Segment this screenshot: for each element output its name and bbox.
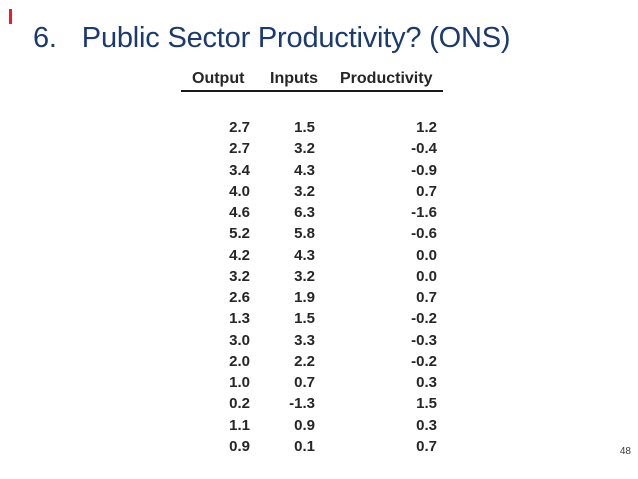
table-cell: 0.9 — [229, 437, 250, 455]
table-row: 2.6 1.9 0.7 — [180, 287, 437, 308]
table-cell: 0.9 — [294, 416, 315, 434]
table-row: 4.2 4.3 0.0 — [180, 245, 437, 266]
table-cell: 0.0 — [416, 246, 437, 264]
column-header-inputs: Inputs — [270, 70, 318, 87]
page-title: 6. Public Sector Productivity? (ONS) — [33, 22, 511, 55]
table-cell: 2.7 — [229, 140, 250, 158]
table-cell: -0.2 — [411, 352, 437, 370]
table-cell: -1.3 — [289, 395, 315, 413]
table-row: 4.0 3.2 0.7 — [180, 181, 437, 202]
table-cell: 2.6 — [229, 289, 250, 306]
table-row: 3.2 3.2 0.0 — [180, 266, 437, 287]
table-cell: 0.1 — [294, 437, 315, 455]
table-cell: 6.3 — [294, 204, 315, 221]
table-cell: 1.0 — [229, 374, 250, 391]
table-cell: 3.2 — [294, 267, 315, 285]
header-underline — [181, 90, 443, 92]
column-header-output: Output — [192, 70, 245, 87]
table-cell: 3.4 — [229, 161, 250, 179]
table-cell: 1.5 — [416, 395, 437, 413]
table-cell: 0.0 — [416, 267, 437, 285]
table-cell: 0.7 — [416, 437, 437, 455]
table-cell: 4.6 — [229, 204, 250, 221]
column-header-productivity: Productivity — [340, 70, 433, 87]
table-cell: 5.8 — [294, 225, 315, 243]
table-row: 5.2 5.8 -0.6 — [180, 223, 437, 244]
table-cell: 0.3 — [416, 374, 437, 391]
table-row: 3.4 4.3 -0.9 — [180, 160, 437, 181]
title-text: Public Sector Productivity? (ONS) — [81, 22, 511, 54]
table-cell: 0.2 — [229, 395, 250, 413]
table-cell: -0.2 — [411, 310, 437, 328]
table-cell: 1.2 — [416, 119, 437, 136]
table-row: 2.7 1.5 1.2 — [180, 117, 437, 138]
table-row: 3.0 3.3 -0.3 — [180, 330, 437, 351]
table-cell: 1.9 — [294, 289, 315, 306]
table-row: 4.6 6.3 -1.6 — [180, 202, 437, 223]
table-cell: -0.9 — [411, 161, 437, 179]
table-cell: -1.6 — [411, 204, 437, 221]
table-cell: 0.3 — [416, 416, 437, 434]
table-cell: 3.2 — [294, 182, 315, 200]
table-cell: 2.2 — [294, 352, 315, 370]
table-cell: 4.3 — [294, 161, 315, 179]
table-row: 2.0 2.2 -0.2 — [180, 351, 437, 372]
page-number: 48 — [619, 446, 631, 457]
table-cell: 5.2 — [229, 225, 250, 243]
title-number: 6. — [33, 22, 57, 54]
table-cell: 3.0 — [229, 331, 250, 349]
table-cell: 1.5 — [294, 119, 315, 136]
table-row: 1.1 0.9 0.3 — [180, 415, 437, 436]
table-row: 2.7 3.2 -0.4 — [180, 138, 437, 159]
table-cell: 1.3 — [229, 310, 250, 328]
table-cell: 1.5 — [294, 310, 315, 328]
table-cell: 3.2 — [294, 140, 315, 158]
table-cell: 4.3 — [294, 246, 315, 264]
table-cell: 4.2 — [229, 246, 250, 264]
table-cell: -0.6 — [411, 225, 437, 243]
table-cell: 2.0 — [229, 352, 250, 370]
table-cell: 3.3 — [294, 331, 315, 349]
table-cell: -0.4 — [411, 140, 437, 158]
red-accent-mark — [9, 9, 12, 24]
table-row: 1.0 0.7 0.3 — [180, 372, 437, 393]
table-cell: 3.2 — [229, 267, 250, 285]
table-cell: 2.7 — [229, 119, 250, 136]
table-cell: 0.7 — [294, 374, 315, 391]
table-row: 1.3 1.5 -0.2 — [180, 308, 437, 329]
table-cell: -0.3 — [411, 331, 437, 349]
table-row: 0.9 0.1 0.7 — [180, 436, 437, 457]
table-cell: 1.1 — [229, 416, 250, 434]
table-cell: 4.0 — [229, 182, 250, 200]
table-row: 0.2 -1.3 1.5 — [180, 393, 437, 414]
table-body: 2.7 1.5 1.2 2.7 3.2 -0.4 3.4 4.3 -0.9 4.0 3.2 0.7 4.… — [180, 117, 437, 457]
table-cell: 0.7 — [416, 182, 437, 200]
table-cell: 0.7 — [416, 289, 437, 306]
